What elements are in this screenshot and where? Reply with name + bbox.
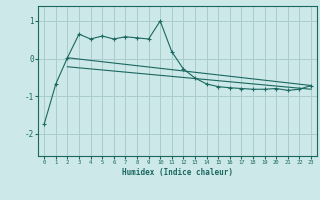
X-axis label: Humidex (Indice chaleur): Humidex (Indice chaleur) [122, 168, 233, 177]
